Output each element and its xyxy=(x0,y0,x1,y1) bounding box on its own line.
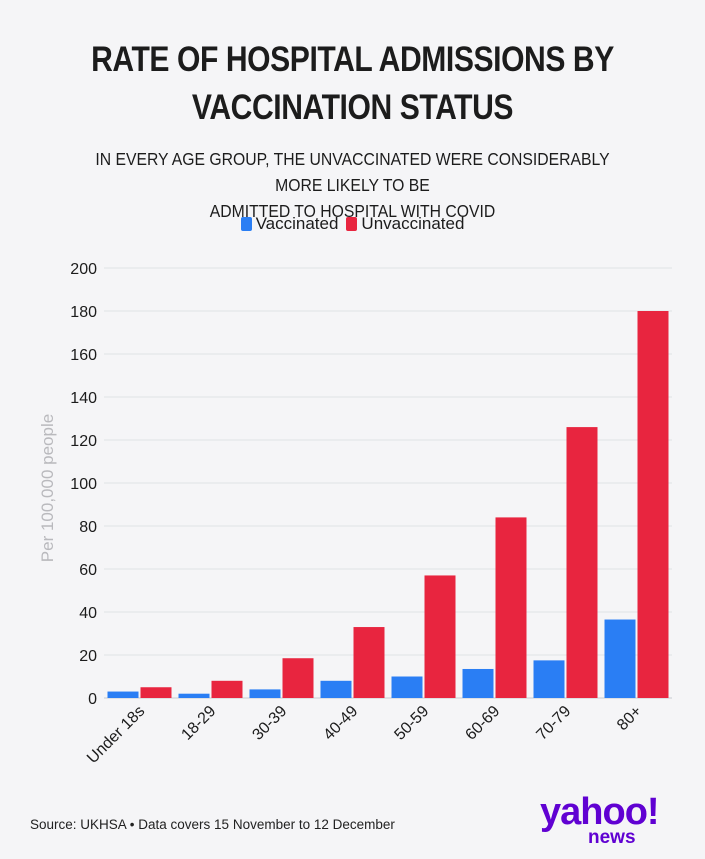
chart-title-line-1: RATE OF HOSPITAL ADMISSIONS BY xyxy=(91,40,614,79)
y-tick-label: 60 xyxy=(79,562,97,579)
bar-unvaccinated xyxy=(211,680,243,698)
bar-vaccinated xyxy=(604,619,636,698)
chart-subtitle-line-2: ADMITTED TO HOSPITAL WITH COVID xyxy=(209,201,496,221)
y-tick-label: 40 xyxy=(79,605,97,622)
bar-unvaccinated xyxy=(637,311,669,698)
x-tick-label: 18-29 xyxy=(178,703,219,744)
logo-yahoo-text: yahoo! xyxy=(540,791,660,833)
bar-vaccinated xyxy=(462,668,494,698)
legend-label-unvaccinated: Unvaccinated xyxy=(361,214,465,233)
x-tick-label: 70-79 xyxy=(533,703,574,744)
bar-unvaccinated xyxy=(424,575,456,698)
y-tick-label: 160 xyxy=(70,347,97,364)
bar-vaccinated xyxy=(107,691,139,698)
bar-vaccinated xyxy=(249,689,281,698)
legend-swatch-vaccinated xyxy=(240,217,252,231)
chart-subtitle-line-1: IN EVERY AGE GROUP, THE UNVACCINATED WER… xyxy=(95,149,610,195)
x-tick-label: 60-69 xyxy=(462,703,503,744)
bar-chart: 0 20 40 60 80 100 120 140 160 180 200 Per 100,000 p… xyxy=(38,261,672,767)
x-tick-label: 40-49 xyxy=(320,703,361,744)
bar-unvaccinated xyxy=(495,517,527,698)
bar-vaccinated xyxy=(178,693,210,698)
yahoo-news-logo: yahoo! news xyxy=(540,792,680,852)
x-tick-label: Under 18s xyxy=(84,703,148,767)
legend-label-vaccinated: Vaccinated xyxy=(255,214,339,233)
bar-vaccinated xyxy=(320,680,352,698)
bar-unvaccinated xyxy=(282,658,314,698)
y-tick-label: 0 xyxy=(88,691,97,708)
chart-legend: Vaccinated Unvaccinated xyxy=(0,214,705,234)
y-tick-label: 140 xyxy=(70,390,97,407)
y-tick-label: 180 xyxy=(70,304,97,321)
y-tick-label: 80 xyxy=(79,519,97,536)
x-tick-label: 50-59 xyxy=(391,703,432,744)
x-tick-label: 30-39 xyxy=(249,703,290,744)
legend-swatch-unvaccinated xyxy=(346,217,358,231)
chart-title: RATE OF HOSPITAL ADMISSIONS BY VACCINATI… xyxy=(49,36,655,132)
legend-item-unvaccinated: Unvaccinated xyxy=(346,214,464,234)
y-tick-label: 120 xyxy=(70,433,97,450)
bar-unvaccinated xyxy=(566,427,598,698)
y-tick-label: 20 xyxy=(79,648,97,665)
chart-subtitle: IN EVERY AGE GROUP, THE UNVACCINATED WER… xyxy=(71,146,634,224)
bar-unvaccinated xyxy=(353,627,385,698)
bar-vaccinated xyxy=(533,660,565,698)
y-axis-label: Per 100,000 people xyxy=(38,414,57,562)
bar-vaccinated xyxy=(391,676,423,698)
legend-item-vaccinated: Vaccinated xyxy=(240,214,339,234)
x-tick-label: 80+ xyxy=(614,703,645,734)
chart-title-line-2: VACCINATION STATUS xyxy=(191,88,514,127)
logo-news-text: news xyxy=(588,827,636,848)
bar-unvaccinated xyxy=(140,687,172,698)
y-tick-label: 100 xyxy=(70,476,97,493)
source-note: Source: UKHSA • Data covers 15 November … xyxy=(30,817,395,832)
y-tick-label: 200 xyxy=(70,261,97,278)
